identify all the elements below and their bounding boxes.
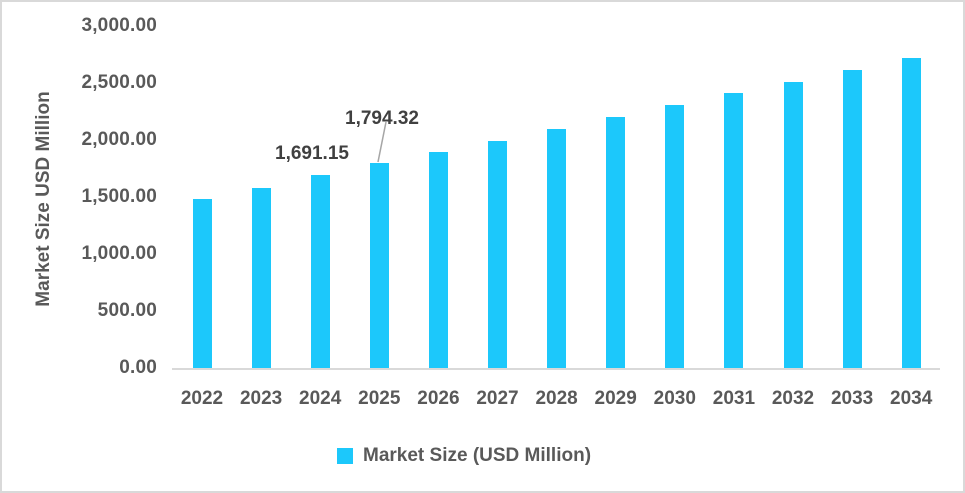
x-tick-label: 2022 — [180, 388, 224, 409]
x-tick-label: 2024 — [299, 388, 342, 409]
y-tick-label: 500.00 — [97, 300, 157, 321]
legend-label: Market Size (USD Million) — [363, 445, 592, 466]
legend-swatch — [337, 448, 353, 464]
y-tick-label: 2,500.00 — [81, 72, 157, 93]
bar-2025[interactable] — [369, 163, 389, 368]
y-tick-label: 2,000.00 — [81, 129, 157, 150]
x-tick-label: 2026 — [417, 388, 460, 409]
x-tick-label: 2032 — [771, 388, 815, 409]
x-tick-label: 2028 — [535, 388, 578, 409]
bar-2029[interactable] — [606, 116, 626, 368]
x-tick-label: 2031 — [712, 388, 756, 409]
x-tick-label: 2029 — [594, 388, 637, 409]
y-axis-title: Market Size USD Million — [33, 91, 54, 307]
bar-2032[interactable] — [783, 81, 803, 368]
x-tick-label: 2025 — [358, 388, 401, 409]
bar-2026[interactable] — [428, 151, 448, 368]
bar-2034[interactable] — [901, 58, 921, 368]
bar-2031[interactable] — [724, 93, 744, 368]
bar-2030[interactable] — [665, 105, 685, 368]
y-tick-label: 0.00 — [119, 357, 157, 378]
bar-2027[interactable] — [488, 141, 507, 368]
x-tick-label: 2033 — [830, 388, 874, 409]
y-tick-label: 1,000.00 — [81, 243, 157, 264]
bar-2022[interactable] — [192, 199, 212, 368]
bar-2028[interactable] — [547, 129, 567, 368]
x-tick-label: 2023 — [239, 388, 283, 409]
y-tick-label: 3,000.00 — [81, 15, 157, 36]
data-label-2025: 1,794.32 — [345, 108, 419, 129]
x-axis-line — [172, 368, 940, 370]
legend: Market Size (USD Million) — [337, 445, 591, 467]
bar-2024[interactable] — [310, 175, 330, 368]
x-tick-label: 2030 — [653, 388, 696, 409]
x-tick-label: 2027 — [476, 388, 519, 409]
bar-2033[interactable] — [842, 70, 862, 368]
bar-2023[interactable] — [251, 187, 271, 368]
x-tick-label: 2034 — [890, 388, 933, 409]
y-tick-label: 1,500.00 — [81, 186, 157, 207]
data-label-2024: 1,691.15 — [275, 143, 349, 164]
